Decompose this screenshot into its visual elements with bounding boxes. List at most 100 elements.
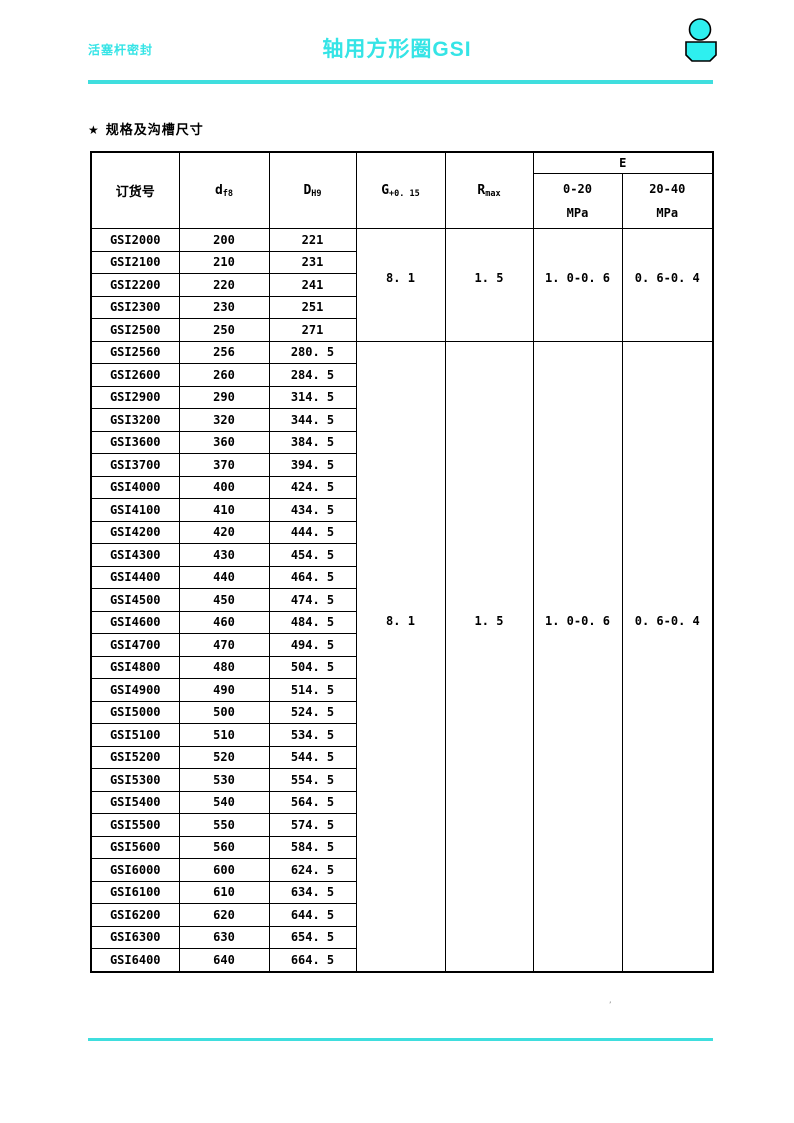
d-cell: 550 bbox=[178, 813, 270, 837]
D-cell: 554. 5 bbox=[268, 768, 357, 792]
d-cell: 530 bbox=[178, 768, 270, 792]
D-cell: 444. 5 bbox=[268, 520, 357, 544]
table-row: GSI5100 510 534. 5 bbox=[90, 723, 713, 747]
order-no-cell: GSI2100 bbox=[90, 250, 180, 274]
spec-table-header: 订货号 df8 DH9 G+0. 15 Rmax E 0-20 bbox=[90, 151, 714, 229]
order-no-cell: GSI5500 bbox=[90, 813, 180, 837]
col-header-order-no: 订货号 bbox=[90, 151, 180, 229]
d-cell: 480 bbox=[178, 655, 270, 679]
D-cell: 524. 5 bbox=[268, 700, 357, 724]
d-cell: 410 bbox=[178, 498, 270, 522]
table-row: GSI5000 500 524. 5 bbox=[90, 700, 713, 724]
order-no-cell: GSI6000 bbox=[90, 858, 180, 882]
G-tolerance: +0. 15 bbox=[389, 188, 420, 199]
order-no-cell: GSI6400 bbox=[90, 948, 180, 972]
order-no-cell: GSI5600 bbox=[90, 835, 180, 859]
E-high-merged-cell: 0. 6-0. 4 bbox=[621, 340, 714, 972]
D-cell: 464. 5 bbox=[268, 565, 357, 589]
page-title: 轴用方形圈GSI bbox=[322, 38, 472, 61]
d-cell: 260 bbox=[178, 363, 270, 387]
d-cell: 440 bbox=[178, 565, 270, 589]
d-cell: 600 bbox=[178, 858, 270, 882]
order-no-cell: GSI3700 bbox=[90, 453, 180, 477]
table-row: GSI3200 320 344. 5 bbox=[90, 408, 713, 432]
table-row: GSI6300 630 654. 5 bbox=[90, 925, 713, 949]
spec-table-block-2: GSI2560 256 280. 5 8. 1 1. 5 1. 0-0. 6 0… bbox=[90, 340, 714, 972]
spec-table: 订货号 df8 DH9 G+0. 15 Rmax E 0-20 bbox=[90, 151, 715, 973]
header-divider-rule bbox=[88, 80, 713, 84]
order-no-cell: GSI5000 bbox=[90, 700, 180, 724]
D-cell: 384. 5 bbox=[268, 430, 357, 454]
table-row: GSI2500 250 271 bbox=[90, 318, 713, 342]
G-merged-cell: 8. 1 bbox=[355, 340, 446, 972]
D-cell: 424. 5 bbox=[268, 475, 357, 499]
table-row: GSI2600 260 284. 5 bbox=[90, 363, 713, 387]
order-no-cell: GSI6100 bbox=[90, 880, 180, 904]
d-cell: 230 bbox=[178, 295, 270, 319]
D-cell: 284. 5 bbox=[268, 363, 357, 387]
order-no-cell: GSI2000 bbox=[90, 228, 180, 252]
order-no-cell: GSI2300 bbox=[90, 295, 180, 319]
col-header-R: Rmax bbox=[444, 151, 534, 229]
d-cell: 540 bbox=[178, 790, 270, 814]
D-cell: 654. 5 bbox=[268, 925, 357, 949]
E-high-unit: MPa bbox=[656, 206, 679, 220]
G-symbol: G bbox=[381, 182, 390, 198]
d-cell: 250 bbox=[178, 318, 270, 342]
D-cell: 494. 5 bbox=[268, 633, 357, 657]
D-cell: 624. 5 bbox=[268, 858, 357, 882]
d-cell: 470 bbox=[178, 633, 270, 657]
d-cell: 320 bbox=[178, 408, 270, 432]
order-no-cell: GSI5300 bbox=[90, 768, 180, 792]
table-row: GSI5300 530 554. 5 bbox=[90, 768, 713, 792]
table-row: GSI4700 470 494. 5 bbox=[90, 633, 713, 657]
D-cell: 504. 5 bbox=[268, 655, 357, 679]
col-header-d: df8 bbox=[178, 151, 270, 229]
order-no-cell: GSI5200 bbox=[90, 745, 180, 769]
stray-print-mark: ’ bbox=[608, 1001, 613, 1009]
R-subscript: max bbox=[485, 188, 501, 199]
order-no-cell: GSI4400 bbox=[90, 565, 180, 589]
header-row-top: 订货号 df8 DH9 G+0. 15 Rmax E bbox=[90, 151, 714, 229]
table-row: GSI4200 420 444. 5 bbox=[90, 520, 713, 544]
d-cell: 460 bbox=[178, 610, 270, 634]
seal-logo-icon bbox=[685, 18, 717, 62]
section-title: ★ 规格及沟槽尺寸 bbox=[88, 119, 204, 138]
table-row: GSI4000 400 424. 5 bbox=[90, 475, 713, 499]
D-cell: 394. 5 bbox=[268, 453, 357, 477]
table-row: GSI3700 370 394. 5 bbox=[90, 453, 713, 477]
table-row: GSI6200 620 644. 5 bbox=[90, 903, 713, 927]
table-row: GSI6000 600 624. 5 bbox=[90, 858, 713, 882]
table-row: GSI2300 230 251 bbox=[90, 295, 713, 319]
order-no-cell: GSI5100 bbox=[90, 723, 180, 747]
table-row: GSI4500 450 474. 5 bbox=[90, 588, 713, 612]
col-header-E-high: 20-40 MPa bbox=[621, 173, 714, 229]
table-row: GSI2000 200 221 8. 1 1. 5 1. 0-0. 6 0. 6… bbox=[90, 228, 714, 342]
order-no-cell: GSI4100 bbox=[90, 498, 180, 522]
d-cell: 220 bbox=[178, 273, 270, 297]
brand-label: 活塞杆密封 bbox=[88, 43, 154, 57]
E-low-merged-cell: 1. 0-0. 6 bbox=[532, 228, 623, 342]
E-high-range: 20-40 bbox=[649, 182, 686, 196]
D-cell: 251 bbox=[268, 295, 357, 319]
d-cell: 630 bbox=[178, 925, 270, 949]
d-cell: 640 bbox=[178, 948, 270, 972]
d-cell: 560 bbox=[178, 835, 270, 859]
R-merged-cell: 1. 5 bbox=[444, 340, 534, 972]
D-cell: 644. 5 bbox=[268, 903, 357, 927]
order-no-cell: GSI2560 bbox=[90, 340, 180, 364]
table-row: GSI5200 520 544. 5 bbox=[90, 745, 713, 769]
col-header-G: G+0. 15 bbox=[355, 151, 446, 229]
D-cell: 344. 5 bbox=[268, 408, 357, 432]
table-row: GSI4800 480 504. 5 bbox=[90, 655, 713, 679]
order-no-cell: GSI4900 bbox=[90, 678, 180, 702]
d-cell: 620 bbox=[178, 903, 270, 927]
table-row: GSI2900 290 314. 5 bbox=[90, 385, 713, 409]
order-no-cell: GSI6300 bbox=[90, 925, 180, 949]
d-cell: 520 bbox=[178, 745, 270, 769]
R-symbol: R bbox=[477, 182, 486, 198]
E-low-range: 0-20 bbox=[563, 182, 592, 196]
col-header-D: DH9 bbox=[268, 151, 357, 229]
D-cell: 454. 5 bbox=[268, 543, 357, 567]
